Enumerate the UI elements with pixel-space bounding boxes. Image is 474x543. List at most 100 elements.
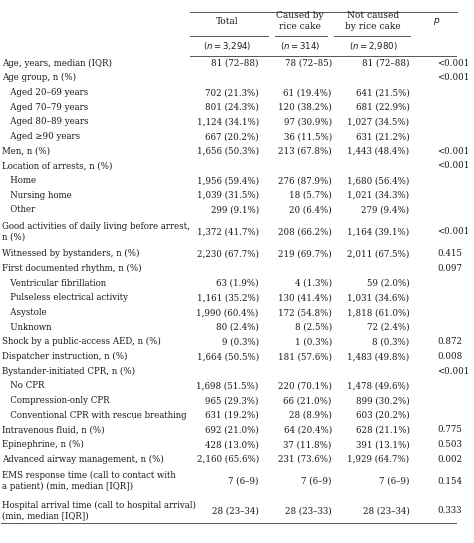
Text: Ventricular fibrillation: Ventricular fibrillation (1, 279, 106, 288)
Text: <0.001: <0.001 (437, 147, 469, 156)
Text: 1,161 (35.2%): 1,161 (35.2%) (197, 293, 259, 302)
Text: 603 (20.2%): 603 (20.2%) (356, 411, 410, 420)
Text: Location of arrests, n (%): Location of arrests, n (%) (1, 161, 112, 171)
Text: 28 (23–34): 28 (23–34) (363, 506, 410, 515)
Text: Bystander-initiated CPR, n (%): Bystander-initiated CPR, n (%) (1, 367, 135, 376)
Text: Aged 70–79 years: Aged 70–79 years (1, 103, 88, 112)
Text: 172 (54.8%): 172 (54.8%) (278, 308, 332, 317)
Text: 80 (2.4%): 80 (2.4%) (216, 323, 259, 332)
Text: Age, years, median (IQR): Age, years, median (IQR) (1, 59, 111, 68)
Text: 28 (8.9%): 28 (8.9%) (289, 411, 332, 420)
Text: 66 (21.0%): 66 (21.0%) (283, 396, 332, 405)
Text: 702 (21.3%): 702 (21.3%) (205, 88, 259, 97)
Text: 2,230 (67.7%): 2,230 (67.7%) (197, 249, 259, 258)
Text: 120 (38.2%): 120 (38.2%) (278, 103, 332, 112)
Text: <0.001: <0.001 (437, 228, 469, 236)
Text: 0.097: 0.097 (437, 264, 462, 273)
Text: Dispatcher instruction, n (%): Dispatcher instruction, n (%) (1, 352, 127, 361)
Text: 1,664 (50.5%): 1,664 (50.5%) (197, 352, 259, 361)
Text: $(n = 2{,}980)$: $(n = 2{,}980)$ (348, 40, 397, 52)
Text: Good activities of daily living before arrest,
n (%): Good activities of daily living before a… (1, 222, 190, 242)
Text: 0.415: 0.415 (437, 249, 462, 258)
Text: 219 (69.7%): 219 (69.7%) (278, 249, 332, 258)
Text: Total: Total (216, 16, 238, 26)
Text: 64 (20.4%): 64 (20.4%) (283, 425, 332, 434)
Text: No CPR: No CPR (1, 381, 44, 390)
Text: 631 (21.2%): 631 (21.2%) (356, 132, 410, 141)
Text: Aged 80–89 years: Aged 80–89 years (1, 117, 88, 127)
Text: 391 (13.1%): 391 (13.1%) (356, 440, 410, 449)
Text: 7 (6–9): 7 (6–9) (228, 477, 259, 486)
Text: 1,483 (49.8%): 1,483 (49.8%) (347, 352, 410, 361)
Text: 72 (2.4%): 72 (2.4%) (367, 323, 410, 332)
Text: 8 (2.5%): 8 (2.5%) (295, 323, 332, 332)
Text: 801 (24.3%): 801 (24.3%) (205, 103, 259, 112)
Text: Aged ≥90 years: Aged ≥90 years (1, 132, 80, 141)
Text: 4 (1.3%): 4 (1.3%) (295, 279, 332, 288)
Text: 641 (21.5%): 641 (21.5%) (356, 88, 410, 97)
Text: <0.001: <0.001 (437, 367, 469, 376)
Text: 231 (73.6%): 231 (73.6%) (278, 454, 332, 464)
Text: 631 (19.2%): 631 (19.2%) (205, 411, 259, 420)
Text: 279 (9.4%): 279 (9.4%) (361, 205, 410, 214)
Text: 61 (19.4%): 61 (19.4%) (283, 88, 332, 97)
Text: 667 (20.2%): 667 (20.2%) (205, 132, 259, 141)
Text: 7 (6–9): 7 (6–9) (379, 477, 410, 486)
Text: 2,011 (67.5%): 2,011 (67.5%) (347, 249, 410, 258)
Text: 78 (72–85): 78 (72–85) (284, 59, 332, 68)
Text: 1,956 (59.4%): 1,956 (59.4%) (197, 176, 259, 185)
Text: Age group, n (%): Age group, n (%) (1, 73, 76, 83)
Text: 181 (57.6%): 181 (57.6%) (278, 352, 332, 361)
Text: Other: Other (1, 205, 35, 214)
Text: 1,680 (56.4%): 1,680 (56.4%) (347, 176, 410, 185)
Text: 97 (30.9%): 97 (30.9%) (284, 117, 332, 127)
Text: 63 (1.9%): 63 (1.9%) (216, 279, 259, 288)
Text: 276 (87.9%): 276 (87.9%) (278, 176, 332, 185)
Text: Asystole: Asystole (1, 308, 46, 317)
Text: First documented rhythm, n (%): First documented rhythm, n (%) (1, 264, 141, 273)
Text: 36 (11.5%): 36 (11.5%) (283, 132, 332, 141)
Text: 0.775: 0.775 (437, 425, 462, 434)
Text: 681 (22.9%): 681 (22.9%) (356, 103, 410, 112)
Text: 213 (67.8%): 213 (67.8%) (278, 147, 332, 156)
Text: Unknown: Unknown (1, 323, 51, 332)
Text: 899 (30.2%): 899 (30.2%) (356, 396, 410, 405)
Text: 1,656 (50.3%): 1,656 (50.3%) (197, 147, 259, 156)
Text: 208 (66.2%): 208 (66.2%) (278, 228, 332, 236)
Text: Compression-only CPR: Compression-only CPR (1, 396, 109, 405)
Text: 130 (41.4%): 130 (41.4%) (278, 293, 332, 302)
Text: 0.872: 0.872 (437, 337, 462, 346)
Text: 299 (9.1%): 299 (9.1%) (210, 205, 259, 214)
Text: <0.001: <0.001 (437, 161, 469, 171)
Text: 9 (0.3%): 9 (0.3%) (222, 337, 259, 346)
Text: 1,478 (49.6%): 1,478 (49.6%) (347, 381, 410, 390)
Text: 28 (23–33): 28 (23–33) (285, 506, 332, 515)
Text: 0.333: 0.333 (437, 506, 461, 515)
Text: $(n = 3{,}294)$: $(n = 3{,}294)$ (202, 40, 251, 52)
Text: Men, n (%): Men, n (%) (1, 147, 50, 156)
Text: 1,818 (61.0%): 1,818 (61.0%) (347, 308, 410, 317)
Text: 8 (0.3%): 8 (0.3%) (372, 337, 410, 346)
Text: 18 (5.7%): 18 (5.7%) (289, 191, 332, 200)
Text: Conventional CPR with rescue breathing: Conventional CPR with rescue breathing (1, 411, 186, 420)
Text: 2,160 (65.6%): 2,160 (65.6%) (197, 454, 259, 464)
Text: 965 (29.3%): 965 (29.3%) (205, 396, 259, 405)
Text: Witnessed by bystanders, n (%): Witnessed by bystanders, n (%) (1, 249, 139, 258)
Text: EMS response time (call to contact with
a patient) (min, median [IQR]): EMS response time (call to contact with … (1, 471, 175, 491)
Text: 220 (70.1%): 220 (70.1%) (278, 381, 332, 390)
Text: 7 (6–9): 7 (6–9) (301, 477, 332, 486)
Text: 1,990 (60.4%): 1,990 (60.4%) (196, 308, 259, 317)
Text: Not caused
by rice cake: Not caused by rice cake (345, 11, 401, 31)
Text: 1,039 (31.5%): 1,039 (31.5%) (197, 191, 259, 200)
Text: Aged 20–69 years: Aged 20–69 years (1, 88, 88, 97)
Text: Advanced airway management, n (%): Advanced airway management, n (%) (1, 454, 164, 464)
Text: 0.002: 0.002 (437, 454, 462, 464)
Text: 1,929 (64.7%): 1,929 (64.7%) (347, 454, 410, 464)
Text: Nursing home: Nursing home (1, 191, 72, 200)
Text: <0.001: <0.001 (437, 73, 469, 83)
Text: 1,372 (41.7%): 1,372 (41.7%) (197, 228, 259, 236)
Text: Shock by a public-access AED, n (%): Shock by a public-access AED, n (%) (1, 337, 161, 346)
Text: 59 (2.0%): 59 (2.0%) (367, 279, 410, 288)
Text: <0.001: <0.001 (437, 59, 469, 68)
Text: 1,443 (48.4%): 1,443 (48.4%) (347, 147, 410, 156)
